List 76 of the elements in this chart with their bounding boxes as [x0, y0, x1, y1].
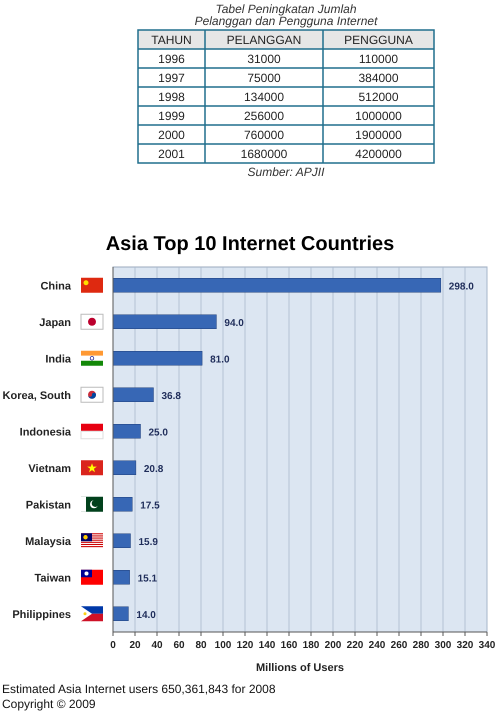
- x-tick-label: 160: [280, 640, 298, 651]
- text: Sumber: APJII: [248, 165, 326, 179]
- data-label: 14.0: [136, 610, 156, 621]
- bar: [112, 534, 131, 548]
- y-tick-label: Vietnam: [28, 462, 72, 475]
- data-label: 1000000: [355, 109, 402, 123]
- y-tick-label: Philippines: [12, 608, 71, 621]
- chart-title: Asia Top 10 Internet Countries: [106, 233, 394, 255]
- y-tick-label: 1996: [158, 52, 186, 66]
- x-tick-label: 180: [302, 640, 320, 651]
- data-label: 760000: [244, 128, 284, 142]
- y-tick-label: 1997: [158, 71, 186, 85]
- x-tick-label: PELANGGAN: [226, 33, 302, 47]
- x-tick-label: 280: [412, 640, 430, 651]
- data-label: 4200000: [355, 147, 402, 161]
- bar: [112, 460, 136, 475]
- x-tick-label: 120: [236, 640, 254, 651]
- bar: [112, 606, 129, 621]
- data-label: 75000: [247, 71, 282, 85]
- data-label: 36.8: [161, 390, 182, 402]
- bar: [112, 570, 130, 584]
- y-tick-label: Indonesia: [20, 426, 72, 438]
- y-tick-label: Taiwan: [34, 572, 72, 584]
- y-tick-label: 1998: [158, 90, 186, 104]
- data-label: 94.0: [224, 318, 244, 329]
- x-tick-label: 80: [195, 640, 207, 651]
- x-axis-title: Millions of Users: [256, 662, 344, 674]
- text: Estimated Asia Internet users 650,361,843 for 2008: [2, 682, 276, 696]
- data-label: 384000: [358, 71, 399, 85]
- y-tick-label: Japan: [39, 316, 72, 329]
- text: Copyright © 2009: [2, 697, 96, 711]
- x-tick-label: 40: [151, 640, 163, 651]
- data-label: 298.0: [448, 281, 474, 292]
- y-tick-label: Pakistan: [26, 499, 72, 512]
- chart-subtitle: Pelanggan dan Pengguna Internet: [194, 14, 378, 28]
- bar: [112, 497, 132, 512]
- x-tick-label: 220: [346, 640, 364, 651]
- x-tick-label: 320: [456, 640, 474, 651]
- bar: [112, 278, 442, 292]
- x-tick-label: 300: [434, 640, 452, 651]
- data-label: 256000: [244, 109, 284, 123]
- x-tick-label: PENGGUNA: [344, 33, 413, 47]
- x-tick-label: 240: [368, 640, 386, 651]
- x-tick-label: 140: [258, 640, 276, 651]
- bar: [112, 351, 202, 366]
- y-axis-title: TAHUN: [151, 33, 192, 47]
- y-tick-label: 2000: [158, 128, 186, 142]
- y-tick-label: Malaysia: [25, 536, 72, 548]
- x-tick-label: 20: [129, 640, 141, 651]
- data-label: 512000: [358, 90, 399, 104]
- data-label: 31000: [247, 52, 282, 66]
- data-label: 81.0: [210, 354, 230, 366]
- bar: [112, 388, 154, 402]
- data-label: 15.9: [138, 536, 158, 548]
- chart-title: Tabel Peningkatan Jumlah: [216, 2, 357, 16]
- bar: [112, 424, 141, 438]
- y-tick-label: India: [45, 353, 72, 366]
- data-label: 1900000: [355, 128, 402, 142]
- y-tick-label: 2001: [158, 147, 186, 161]
- data-label: 1680000: [240, 147, 288, 161]
- data-label: 15.1: [138, 573, 158, 584]
- data-label: 25.0: [148, 427, 168, 438]
- x-tick-label: 340: [478, 640, 496, 651]
- x-tick-label: 200: [324, 640, 342, 651]
- data-label: 134000: [244, 90, 284, 104]
- x-tick-label: 60: [173, 640, 185, 651]
- x-tick-label: 260: [390, 640, 408, 651]
- y-tick-label: Korea, South: [2, 390, 72, 402]
- data-label: 17.5: [140, 500, 160, 512]
- y-tick-label: China: [40, 280, 72, 292]
- y-tick-label: 1999: [158, 109, 186, 123]
- x-tick-label: 0: [110, 640, 116, 651]
- x-tick-label: 100: [214, 640, 232, 651]
- data-label: 20.8: [144, 464, 164, 475]
- bar: [112, 314, 217, 329]
- data-label: 110000: [358, 52, 398, 66]
